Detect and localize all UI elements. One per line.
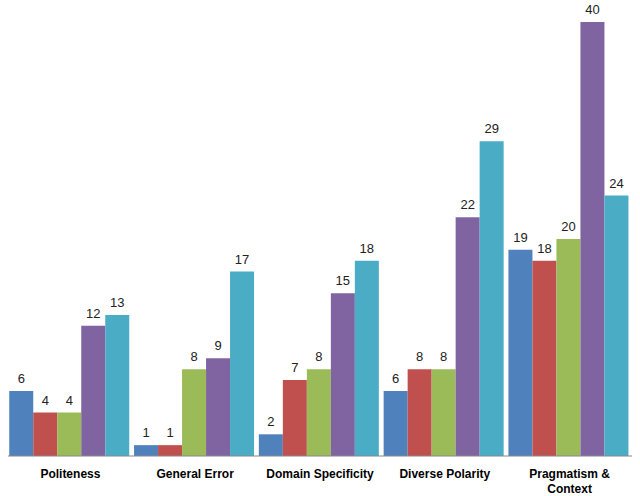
svg-text:Politeness: Politeness: [40, 467, 100, 481]
svg-text:8: 8: [416, 349, 423, 364]
svg-text:18: 18: [360, 241, 374, 256]
svg-text:8: 8: [190, 349, 197, 364]
svg-text:18: 18: [537, 241, 551, 256]
svg-text:24: 24: [609, 176, 623, 191]
svg-text:29: 29: [484, 121, 498, 136]
svg-text:40: 40: [585, 2, 599, 17]
svg-text:Diverse Polarity: Diverse Polarity: [399, 467, 490, 481]
svg-text:22: 22: [460, 197, 474, 212]
svg-text:1: 1: [142, 425, 149, 440]
svg-text:7: 7: [291, 360, 298, 375]
svg-text:12: 12: [86, 306, 100, 321]
svg-text:1: 1: [166, 425, 173, 440]
svg-text:17: 17: [235, 252, 249, 267]
svg-text:6: 6: [392, 371, 399, 386]
svg-text:19: 19: [513, 230, 527, 245]
svg-text:13: 13: [110, 295, 124, 310]
svg-text:4: 4: [42, 393, 49, 408]
svg-text:Domain Specificity: Domain Specificity: [266, 467, 374, 481]
svg-text:4: 4: [66, 393, 73, 408]
svg-text:20: 20: [561, 219, 575, 234]
svg-text:General Error: General Error: [157, 467, 235, 481]
svg-text:6: 6: [18, 371, 25, 386]
svg-text:8: 8: [440, 349, 447, 364]
svg-text:2: 2: [267, 414, 274, 429]
svg-text:8: 8: [315, 349, 322, 364]
svg-text:9: 9: [214, 338, 221, 353]
svg-text:Pragmatism &Context: Pragmatism &Context: [529, 467, 610, 496]
svg-text:15: 15: [336, 273, 350, 288]
